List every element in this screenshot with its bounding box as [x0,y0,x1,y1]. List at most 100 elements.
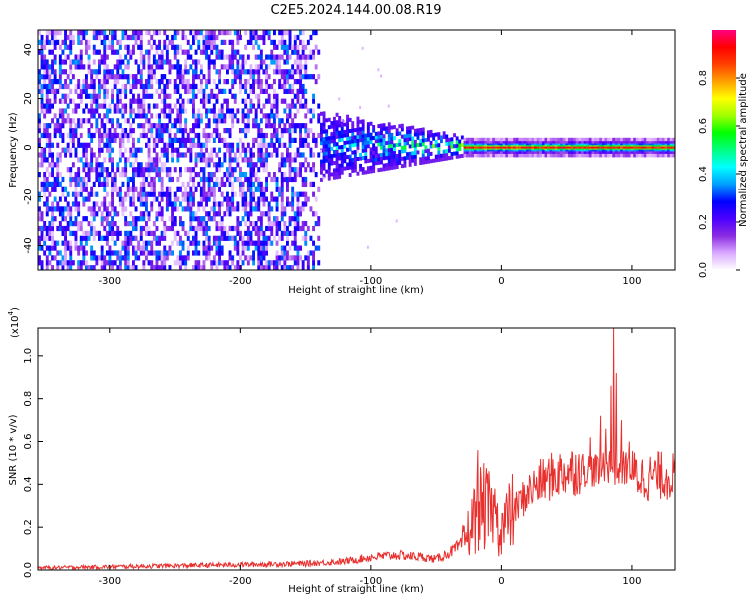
spectrogram-cell [252,118,255,124]
spectrogram-cell [40,211,44,217]
spectrogram-cell [129,147,133,153]
spectrogram-cell [273,44,276,50]
spectrogram-cell [267,235,271,241]
spectrogram-cell [265,113,268,119]
spectrogram-cell [296,44,300,50]
spectrogram-cell [132,265,135,271]
spectrogram-cell [231,260,235,266]
spectrogram-cell [254,176,258,183]
spectrogram-cell [340,152,344,157]
spectrogram-cell [139,201,143,207]
spectrogram-cell [163,191,167,197]
spectrogram-cell [207,235,211,241]
spectrogram-cell [659,146,663,149]
spectrogram-cell [168,216,172,222]
spectrogram-cell [85,230,88,236]
spectrogram-cell [343,120,346,124]
spectrogram-cell [320,137,323,142]
spectrogram-cell [252,162,255,168]
spectrogram-y-tick-label: 20 [23,92,34,105]
spectrogram-cell [223,142,227,148]
spectrogram-cell [69,132,73,139]
spectrogram-cell [299,39,302,45]
spectrogram-cell [61,132,65,139]
spectrogram-cell [207,93,211,99]
spectrogram-cell [320,122,323,127]
spectrogram-cell [205,162,208,168]
spectrogram-cell [413,132,417,137]
spectrogram-cell [45,211,49,217]
spectrogram-cell [105,230,109,236]
spectrogram-cell [299,79,302,85]
spectrogram-cell [176,113,180,119]
colorbar-tick-label: 0.6 [698,118,709,134]
spectrogram-cell [129,152,133,158]
spectrogram-cell [554,146,558,149]
spectrogram-cell [74,230,78,236]
spectrogram-cell [87,93,91,99]
spectrogram-cell [215,260,219,266]
spectrogram-cell [320,111,323,116]
spectrogram-cell [121,113,125,119]
spectrogram-cell [286,69,289,75]
spectrogram-cell [241,201,245,207]
spectrogram-cell [56,225,60,232]
spectrogram-cell [137,44,141,50]
spectrogram-cell [48,98,52,104]
spectrogram-cell [74,176,78,183]
spectrogram-cell [132,49,135,55]
spectrogram-cell [215,152,219,158]
spectrogram-cell [152,221,156,227]
spectrogram-cell [218,157,221,163]
spectrogram-cell [38,235,41,241]
spectrogram-cell [51,88,54,94]
spectrogram-cell [199,30,203,36]
spectrogram-cell [171,157,174,163]
spectrogram-cell [150,157,154,163]
spectrogram-cell [327,154,331,159]
spectrogram-cell [275,98,279,104]
spectrogram-cell [124,230,128,236]
spectrogram-cell [278,64,282,70]
spectrogram-cell [173,34,177,41]
spectrogram-cell [320,177,323,182]
spectrogram-cell [296,59,300,65]
spectrogram-cell [129,230,133,236]
spectrogram-cell [155,225,159,232]
spectrogram-cell [176,240,180,246]
spectrogram-cell [257,132,261,139]
spectrogram-cell [286,54,289,60]
spectrogram-cell [322,115,326,119]
spectrogram-cell [299,255,302,261]
spectrogram-cell [197,74,201,80]
spectrogram-cell [155,137,159,143]
spectrogram-cell [320,166,323,171]
spectrogram-cell [111,181,114,187]
spectrogram-cell [103,39,107,45]
spectrogram-cell [265,245,268,251]
spectrogram-cell [218,88,221,94]
spectrogram-cell [158,137,161,143]
spectrogram-cell [353,161,357,166]
spectrogram-cell [118,44,122,50]
spectrogram-cell [192,59,195,65]
spectrogram-cell [48,152,52,158]
spectrogram-cell [147,64,151,70]
spectrogram-cell [134,225,138,232]
spectrogram-cell [145,118,148,124]
spectrogram-cell [330,135,334,140]
spectrogram-cell [387,166,391,171]
spectrogram-cell [348,143,352,148]
spectrogram-cell [507,146,511,149]
spectrogram-cell [129,162,133,168]
spectrogram-cell [275,54,279,60]
spectrogram-cell [199,98,203,104]
spectrogram-cell [118,152,122,158]
spectrogram-cell [199,167,203,173]
spectrogram-cell [155,142,159,148]
spectrogram-cell [145,245,148,251]
spectrogram-cell [69,181,73,187]
spectrogram-cell [163,39,167,45]
spectrogram-cell [124,34,128,41]
spectrogram-cell [171,34,174,41]
